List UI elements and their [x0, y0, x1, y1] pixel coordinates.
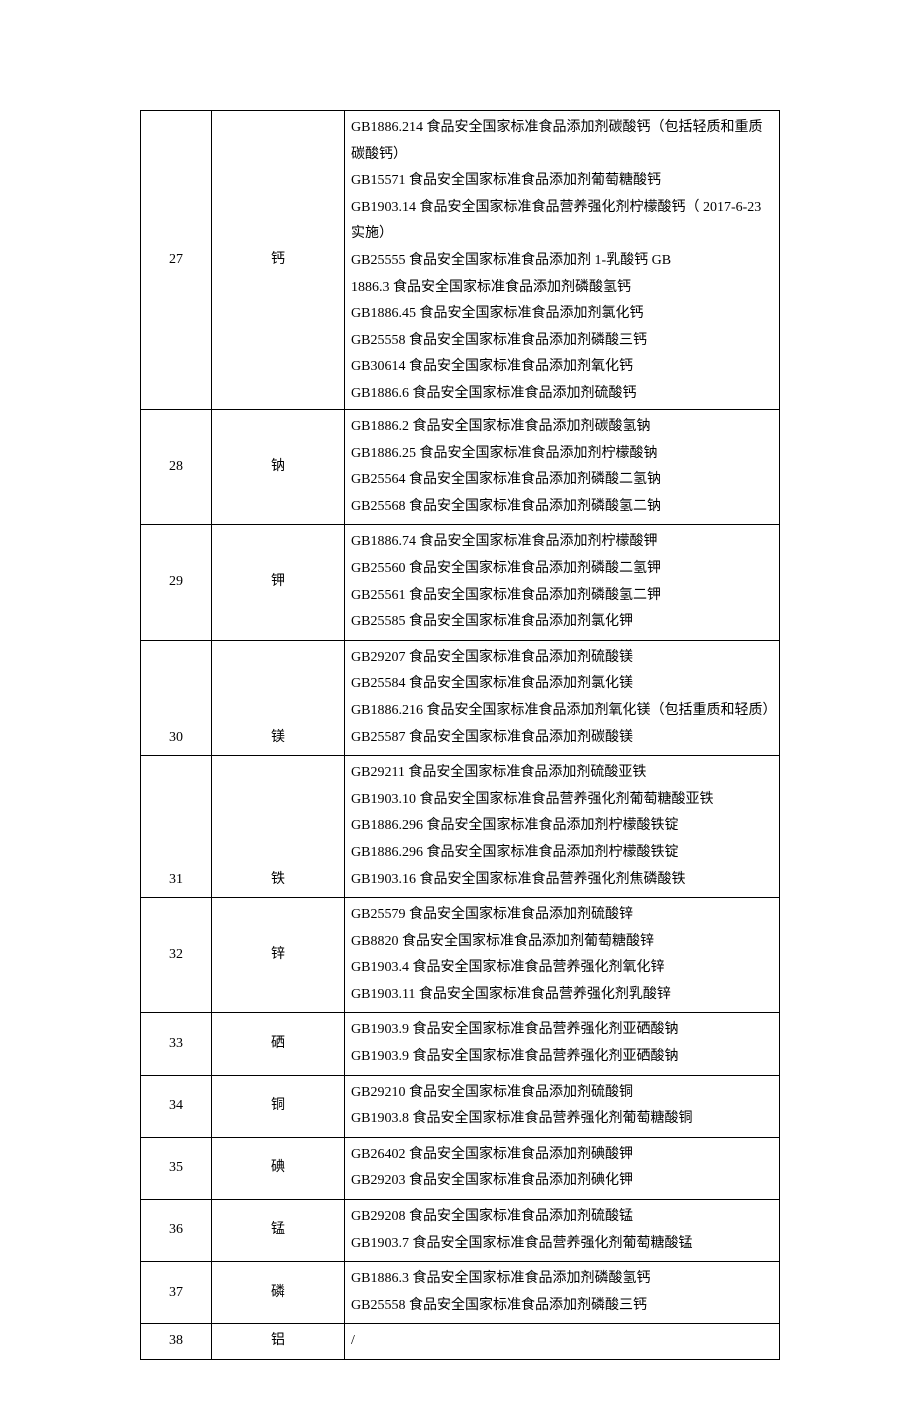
table-row: 30镁GB29207 食品安全国家标准食品添加剂硫酸镁GB25584 食品安全国…	[141, 640, 780, 755]
standard-line: GB1886.25 食品安全国家标准食品添加剂柠檬酸钠	[351, 441, 773, 468]
standard-line: GB25584 食品安全国家标准食品添加剂氯化镁	[351, 671, 773, 698]
standard-line: GB25564 食品安全国家标准食品添加剂磷酸二氢钠	[351, 467, 773, 494]
standard-line: GB25585 食品安全国家标准食品添加剂氯化钾	[351, 609, 773, 636]
table-row: 34铜GB29210 食品安全国家标准食品添加剂硫酸铜GB1903.8 食品安全…	[141, 1075, 780, 1137]
element-name: 锰	[212, 1200, 345, 1262]
standard-line: GB25558 食品安全国家标准食品添加剂磷酸三钙	[351, 1293, 773, 1320]
element-name: 铝	[212, 1324, 345, 1360]
element-name: 碘	[212, 1137, 345, 1199]
row-number: 29	[141, 525, 212, 640]
table-row: 36锰GB29208 食品安全国家标准食品添加剂硫酸锰GB1903.7 食品安全…	[141, 1200, 780, 1262]
standard-line: GB29207 食品安全国家标准食品添加剂硫酸镁	[351, 645, 773, 672]
standard-line: GB1886.296 食品安全国家标准食品添加剂柠檬酸铁锭	[351, 813, 773, 840]
table-row: 31铁GB29211 食品安全国家标准食品添加剂硫酸亚铁GB1903.10 食品…	[141, 756, 780, 898]
standard-line: GB29211 食品安全国家标准食品添加剂硫酸亚铁	[351, 760, 773, 787]
standard-line: GB25555 食品安全国家标准食品添加剂 1-乳酸钙 GB	[351, 248, 773, 275]
standards-cell: GB29208 食品安全国家标准食品添加剂硫酸锰GB1903.7 食品安全国家标…	[345, 1200, 780, 1262]
standard-line: 1886.3 食品安全国家标准食品添加剂磷酸氢钙	[351, 275, 773, 302]
standards-cell: GB1886.74 食品安全国家标准食品添加剂柠檬酸钾GB25560 食品安全国…	[345, 525, 780, 640]
element-name: 镁	[212, 640, 345, 755]
row-number: 30	[141, 640, 212, 755]
standard-line: GB25579 食品安全国家标准食品添加剂硫酸锌	[351, 902, 773, 929]
standards-cell: GB1886.2 食品安全国家标准食品添加剂碳酸氢钠GB1886.25 食品安全…	[345, 410, 780, 525]
standard-line: GB1886.3 食品安全国家标准食品添加剂磷酸氢钙	[351, 1266, 773, 1293]
table-row: 35碘GB26402 食品安全国家标准食品添加剂碘酸钾GB29203 食品安全国…	[141, 1137, 780, 1199]
element-name: 钾	[212, 525, 345, 640]
standard-line: GB30614 食品安全国家标准食品添加剂氧化钙	[351, 354, 773, 381]
standard-line: GB1886.216 食品安全国家标准食品添加剂氧化镁（包括重质和轻质）	[351, 698, 773, 725]
row-number: 32	[141, 898, 212, 1013]
standard-line: GB15571 食品安全国家标准食品添加剂葡萄糖酸钙	[351, 168, 773, 195]
standard-line: GB1886.296 食品安全国家标准食品添加剂柠檬酸铁锭	[351, 840, 773, 867]
standard-line: GB1886.74 食品安全国家标准食品添加剂柠檬酸钾	[351, 529, 773, 556]
table-row: 33硒GB1903.9 食品安全国家标准食品营养强化剂亚硒酸钠GB1903.9 …	[141, 1013, 780, 1075]
standards-cell: /	[345, 1324, 780, 1360]
standards-cell: GB29210 食品安全国家标准食品添加剂硫酸铜GB1903.8 食品安全国家标…	[345, 1075, 780, 1137]
table-row: 37磷GB1886.3 食品安全国家标准食品添加剂磷酸氢钙GB25558 食品安…	[141, 1262, 780, 1324]
row-number: 37	[141, 1262, 212, 1324]
standards-cell: GB1886.214 食品安全国家标准食品添加剂碳酸钙（包括轻质和重质碳酸钙）G…	[345, 111, 780, 410]
standard-line: GB1886.45 食品安全国家标准食品添加剂氯化钙	[351, 301, 773, 328]
standard-line: GB1903.16 食品安全国家标准食品营养强化剂焦磷酸铁	[351, 867, 773, 894]
standards-cell: GB29207 食品安全国家标准食品添加剂硫酸镁GB25584 食品安全国家标准…	[345, 640, 780, 755]
standard-line: GB1886.214 食品安全国家标准食品添加剂碳酸钙（包括轻质和重质碳酸钙）	[351, 115, 773, 168]
table-row: 27钙GB1886.214 食品安全国家标准食品添加剂碳酸钙（包括轻质和重质碳酸…	[141, 111, 780, 410]
standard-line: GB1903.8 食品安全国家标准食品营养强化剂葡萄糖酸铜	[351, 1106, 773, 1133]
standards-table: 27钙GB1886.214 食品安全国家标准食品添加剂碳酸钙（包括轻质和重质碳酸…	[140, 110, 780, 1360]
standard-line: GB1903.10 食品安全国家标准食品营养强化剂葡萄糖酸亚铁	[351, 787, 773, 814]
standard-line: GB26402 食品安全国家标准食品添加剂碘酸钾	[351, 1142, 773, 1169]
standard-line: GB1903.4 食品安全国家标准食品营养强化剂氧化锌	[351, 955, 773, 982]
table-row: 38铝/	[141, 1324, 780, 1360]
standard-line: GB1903.14 食品安全国家标准食品营养强化剂柠檬酸钙（ 2017-6-23…	[351, 195, 773, 248]
element-name: 锌	[212, 898, 345, 1013]
standards-cell: GB1903.9 食品安全国家标准食品营养强化剂亚硒酸钠GB1903.9 食品安…	[345, 1013, 780, 1075]
element-name: 钠	[212, 410, 345, 525]
standard-line: GB1903.9 食品安全国家标准食品营养强化剂亚硒酸钠	[351, 1044, 773, 1071]
row-number: 33	[141, 1013, 212, 1075]
standard-line: GB1903.7 食品安全国家标准食品营养强化剂葡萄糖酸锰	[351, 1231, 773, 1258]
standard-line: GB1886.6 食品安全国家标准食品添加剂硫酸钙	[351, 381, 773, 408]
table-row: 29钾GB1886.74 食品安全国家标准食品添加剂柠檬酸钾GB25560 食品…	[141, 525, 780, 640]
element-name: 铁	[212, 756, 345, 898]
standard-line: GB25561 食品安全国家标准食品添加剂磷酸氢二钾	[351, 583, 773, 610]
row-number: 31	[141, 756, 212, 898]
row-number: 38	[141, 1324, 212, 1360]
table-row: 32锌GB25579 食品安全国家标准食品添加剂硫酸锌GB8820 食品安全国家…	[141, 898, 780, 1013]
page: 27钙GB1886.214 食品安全国家标准食品添加剂碳酸钙（包括轻质和重质碳酸…	[0, 0, 920, 1420]
standard-line: GB29203 食品安全国家标准食品添加剂碘化钾	[351, 1168, 773, 1195]
table-row: 28钠GB1886.2 食品安全国家标准食品添加剂碳酸氢钠GB1886.25 食…	[141, 410, 780, 525]
standard-line: /	[351, 1328, 773, 1355]
standard-line: GB25558 食品安全国家标准食品添加剂磷酸三钙	[351, 328, 773, 355]
standard-line: GB1903.9 食品安全国家标准食品营养强化剂亚硒酸钠	[351, 1017, 773, 1044]
standards-cell: GB25579 食品安全国家标准食品添加剂硫酸锌GB8820 食品安全国家标准食…	[345, 898, 780, 1013]
element-name: 钙	[212, 111, 345, 410]
standards-cell: GB26402 食品安全国家标准食品添加剂碘酸钾GB29203 食品安全国家标准…	[345, 1137, 780, 1199]
row-number: 28	[141, 410, 212, 525]
row-number: 34	[141, 1075, 212, 1137]
standards-cell: GB1886.3 食品安全国家标准食品添加剂磷酸氢钙GB25558 食品安全国家…	[345, 1262, 780, 1324]
row-number: 35	[141, 1137, 212, 1199]
standard-line: GB29208 食品安全国家标准食品添加剂硫酸锰	[351, 1204, 773, 1231]
standards-cell: GB29211 食品安全国家标准食品添加剂硫酸亚铁GB1903.10 食品安全国…	[345, 756, 780, 898]
standard-line: GB1886.2 食品安全国家标准食品添加剂碳酸氢钠	[351, 414, 773, 441]
standard-line: GB25568 食品安全国家标准食品添加剂磷酸氢二钠	[351, 494, 773, 521]
standard-line: GB25560 食品安全国家标准食品添加剂磷酸二氢钾	[351, 556, 773, 583]
row-number: 27	[141, 111, 212, 410]
standard-line: GB8820 食品安全国家标准食品添加剂葡萄糖酸锌	[351, 929, 773, 956]
element-name: 磷	[212, 1262, 345, 1324]
element-name: 铜	[212, 1075, 345, 1137]
table-body: 27钙GB1886.214 食品安全国家标准食品添加剂碳酸钙（包括轻质和重质碳酸…	[141, 111, 780, 1360]
standard-line: GB29210 食品安全国家标准食品添加剂硫酸铜	[351, 1080, 773, 1107]
standard-line: GB25587 食品安全国家标准食品添加剂碳酸镁	[351, 725, 773, 752]
standard-line: GB1903.11 食品安全国家标准食品营养强化剂乳酸锌	[351, 982, 773, 1009]
row-number: 36	[141, 1200, 212, 1262]
element-name: 硒	[212, 1013, 345, 1075]
